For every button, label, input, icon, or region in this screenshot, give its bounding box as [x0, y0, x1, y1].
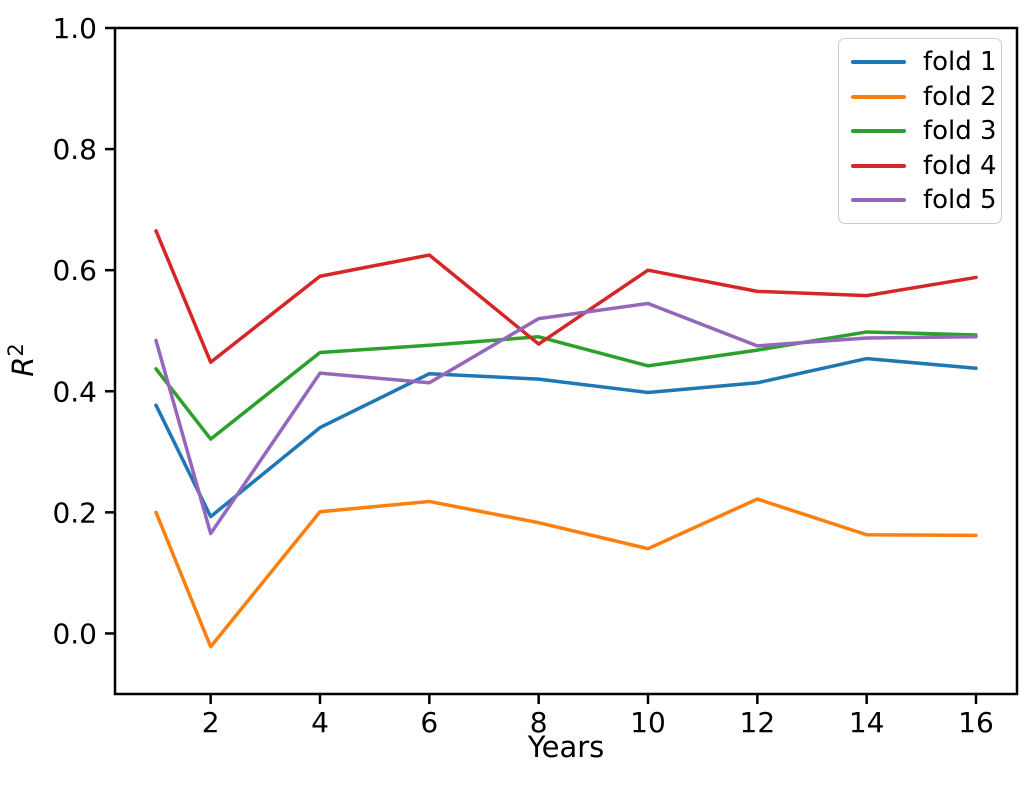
y-axis-label-base: R [6, 357, 40, 377]
y-tick-label: 0.8 [52, 133, 97, 166]
axes-frame [113, 26, 1019, 696]
x-tick-label: 4 [311, 706, 329, 739]
series-line-fold-2 [154, 497, 978, 649]
legend-label: fold 1 [923, 47, 997, 77]
y-tick-label: 0.2 [52, 496, 97, 529]
legend-entry-fold-1: fold 1 [851, 49, 997, 75]
y-tick-label: 1.0 [52, 12, 97, 45]
legend-entry-fold-3: fold 3 [851, 118, 997, 144]
series-line-fold-4 [154, 229, 978, 364]
x-tick-label: 2 [202, 706, 220, 739]
legend-line-swatch [851, 163, 906, 168]
legend-line-swatch [851, 94, 906, 99]
legend-label: fold 4 [923, 150, 997, 181]
legend-line-swatch [851, 198, 906, 202]
legend-line-swatch [851, 129, 906, 133]
legend-line-swatch [851, 60, 906, 64]
legend-entry-fold-2: fold 2 [851, 84, 997, 110]
x-axis-label: Years [527, 730, 605, 764]
x-tick-label: 6 [420, 706, 438, 739]
y-tick-label: 0.4 [52, 375, 97, 408]
x-tick-label: 10 [630, 706, 666, 739]
legend: fold 1 fold 2 fold 3 fold 4 fold 5 [838, 38, 1002, 224]
legend-label: fold 3 [923, 116, 997, 146]
legend-entry-fold-5: fold 5 [851, 187, 997, 213]
x-tick-label: 12 [740, 706, 776, 739]
y-tick-label: 0.0 [52, 617, 97, 650]
y-tick-label: 0.6 [52, 254, 97, 287]
plot-area: 0.0 0.2 0.4 0.6 0.8 1.0 2 4 6 8 10 12 14 16 [52, 12, 1019, 739]
x-tick-label: 16 [958, 706, 994, 739]
series-line-fold-5 [154, 301, 978, 536]
y-axis-label-superscript: 2 [4, 343, 28, 356]
y-axis-label: R2 [4, 343, 40, 377]
series-line-fold-1 [154, 356, 978, 519]
x-tick-label: 14 [849, 706, 885, 739]
legend-label: fold 5 [923, 185, 997, 215]
series-line-fold-3 [154, 330, 978, 441]
legend-entry-fold-4: fold 4 [851, 153, 997, 179]
x-tick-label: 8 [530, 706, 548, 739]
legend-label: fold 2 [923, 81, 997, 112]
